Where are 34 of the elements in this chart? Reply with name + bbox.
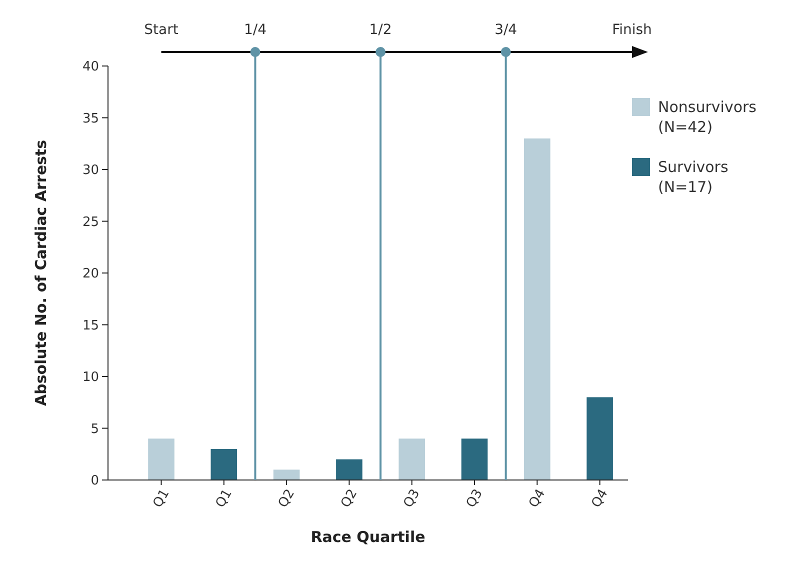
legend-label: Nonsurvivors (N=42): [658, 98, 757, 136]
bar: [148, 438, 174, 480]
y-tick-label: 35: [82, 111, 99, 126]
x-tick-label: Q1: [213, 486, 236, 510]
x-tick-label: Q1: [150, 486, 173, 510]
bar: [586, 397, 613, 480]
y-tick-label: 25: [82, 214, 99, 230]
bar: [273, 470, 300, 480]
text: 1/4: [244, 22, 267, 38]
x-tick-label: Q2: [276, 486, 298, 510]
x-tick-label: Q3: [464, 486, 486, 510]
x-tick-label: Q2: [338, 486, 361, 510]
y-axis-title: Absolute No. of Cardiac Arrests: [32, 140, 50, 406]
x-tick-label: Q3: [401, 486, 424, 510]
bar: [336, 459, 362, 480]
y-tick-label: 10: [82, 370, 99, 386]
y-tick-label: 0: [90, 474, 99, 489]
y-tick-label: 40: [82, 60, 99, 75]
text: 1/2: [369, 22, 392, 38]
bar: [398, 438, 426, 480]
y-tick-label: 5: [90, 422, 99, 437]
text: Start: [144, 22, 179, 38]
x-tick-label: Q4: [588, 486, 612, 510]
bar: [461, 438, 488, 480]
y-tick-label: 30: [82, 163, 99, 178]
bar: [210, 448, 238, 480]
text: Finish: [612, 22, 652, 38]
x-axis-title: Race Quartile: [310, 528, 426, 546]
bar: [524, 138, 550, 480]
x-tick-label: Q4: [526, 486, 549, 510]
legend-label: Survivors (N=17): [658, 158, 728, 196]
y-tick-label: 15: [82, 318, 99, 334]
y-tick-label: 20: [82, 266, 99, 282]
text: 3/4: [494, 22, 518, 38]
